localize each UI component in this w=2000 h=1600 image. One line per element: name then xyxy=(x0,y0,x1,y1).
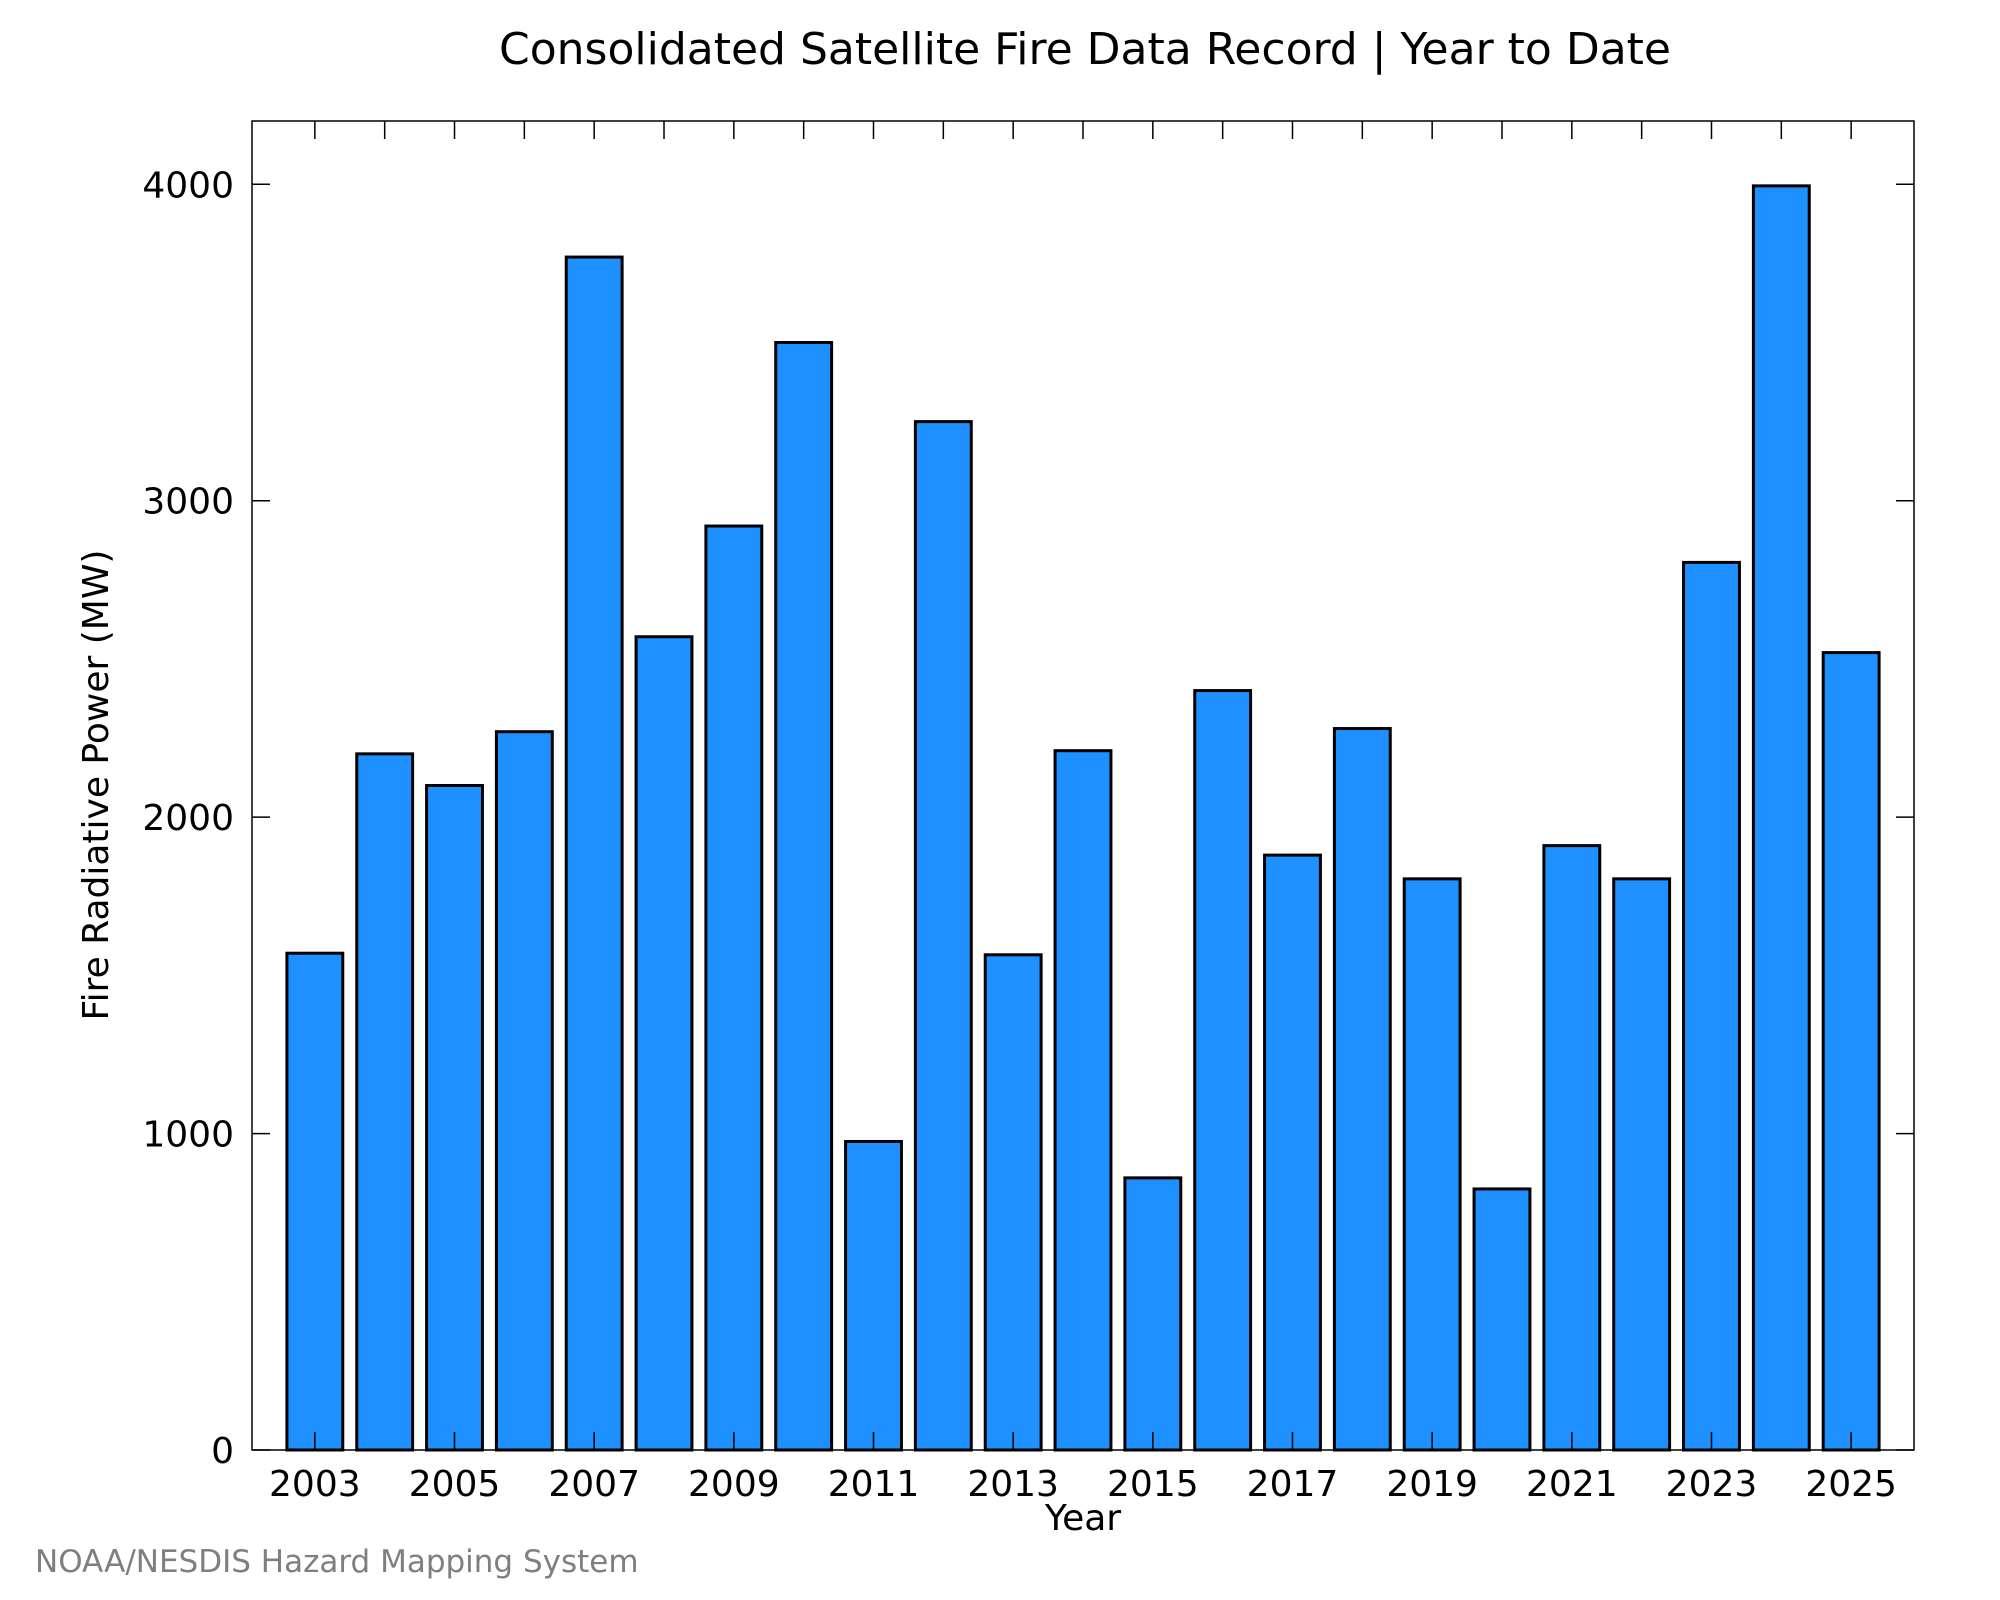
bar-2025 xyxy=(1821,651,1881,1452)
bar-2010 xyxy=(774,341,834,1452)
chart-title: Consolidated Satellite Fire Data Record … xyxy=(499,24,1671,75)
x-axis-label: Year xyxy=(1044,1498,1121,1539)
bar-2015 xyxy=(1123,1176,1183,1452)
bar-2014 xyxy=(1053,749,1113,1452)
bar-2021 xyxy=(1542,844,1602,1452)
bar-2006 xyxy=(494,730,554,1452)
bar-2019 xyxy=(1402,877,1462,1452)
bar-2016 xyxy=(1193,689,1253,1452)
bar-2009 xyxy=(704,524,764,1452)
x-tick-label: 2025 xyxy=(1805,1464,1897,1505)
y-tick-label: 0 xyxy=(211,1431,234,1472)
bar-2011 xyxy=(844,1139,903,1452)
bar-2018 xyxy=(1332,727,1392,1452)
bar-2024 xyxy=(1751,184,1811,1452)
bar-2003 xyxy=(285,951,345,1452)
y-axis: 0 1000 2000 3000 4000 xyxy=(142,165,1914,1472)
x-tick-label: 2013 xyxy=(967,1464,1059,1505)
x-tick-label: 2007 xyxy=(548,1464,640,1505)
bar-2012 xyxy=(913,420,973,1452)
x-tick-label: 2005 xyxy=(409,1464,501,1505)
bar-2008 xyxy=(634,635,694,1452)
x-tick-label: 2019 xyxy=(1386,1464,1478,1505)
bar-2022 xyxy=(1612,877,1672,1452)
y-tick-label: 3000 xyxy=(142,482,234,523)
x-tick-label: 2015 xyxy=(1107,1464,1199,1505)
x-tick-label: 2023 xyxy=(1666,1464,1758,1505)
bar-2020 xyxy=(1472,1187,1532,1452)
x-axis: 2003 2005 2007 2009 2011 2013 2015 2017 2019 2021… xyxy=(269,121,1897,1505)
credit-text: NOAA/NESDIS Hazard Mapping System xyxy=(35,1544,639,1580)
bar-2017 xyxy=(1263,853,1322,1452)
y-tick-label: 1000 xyxy=(142,1115,234,1156)
bar-2004 xyxy=(355,752,415,1452)
bars xyxy=(285,184,1881,1452)
bar-2005 xyxy=(425,784,484,1452)
y-tick-label: 4000 xyxy=(142,165,234,206)
x-tick-label: 2009 xyxy=(688,1464,780,1505)
x-tick-label: 2011 xyxy=(828,1464,920,1505)
bar-2023 xyxy=(1682,560,1741,1452)
y-axis-label: Fire Radiative Power (MW) xyxy=(76,550,117,1021)
bar-2013 xyxy=(983,953,1043,1452)
bar-2007 xyxy=(564,255,624,1452)
x-tick-label: 2017 xyxy=(1247,1464,1339,1505)
x-tick-label: 2021 xyxy=(1526,1464,1618,1505)
x-tick-label: 2003 xyxy=(269,1464,361,1505)
y-tick-label: 2000 xyxy=(142,798,234,839)
